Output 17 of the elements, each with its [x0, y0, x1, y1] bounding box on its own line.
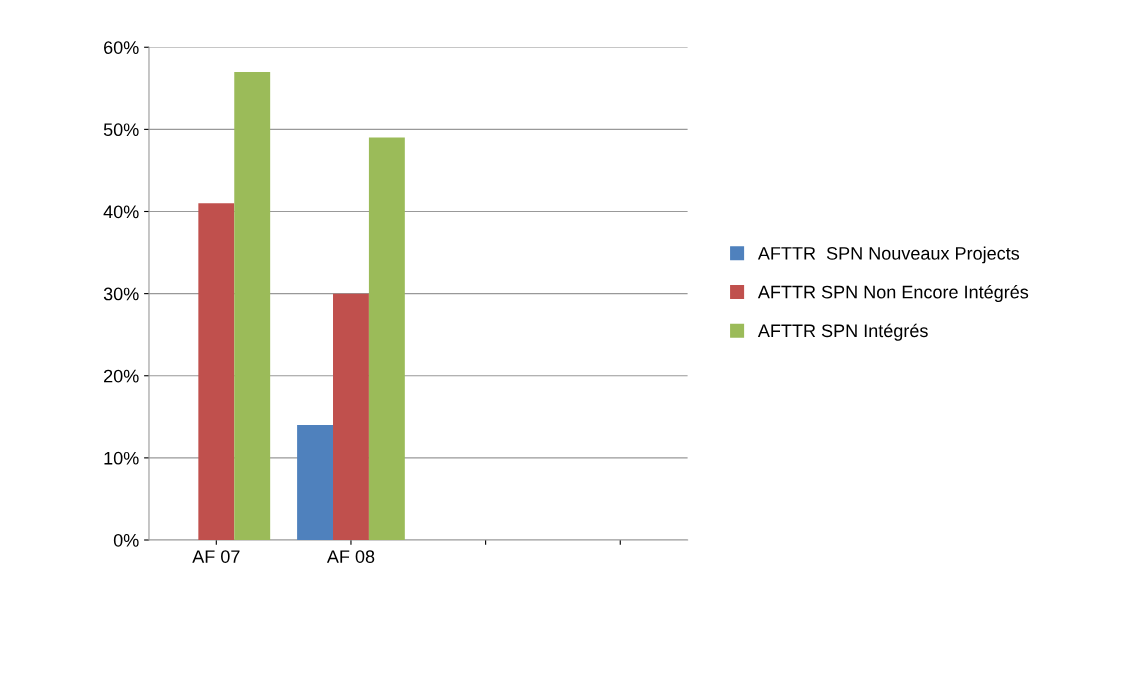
legend-label: AFTTR SPN Nouveaux Projects	[757, 246, 1020, 264]
y-tick-label: 50%	[103, 123, 139, 137]
x-tick-label: AF 08	[326, 550, 375, 563]
y-tick-label: 60%	[104, 41, 139, 54]
y-tick-label: 10%	[104, 451, 139, 465]
bar	[198, 203, 235, 540]
bar	[333, 293, 369, 540]
y-tick-label: 30%	[103, 287, 139, 301]
bar	[297, 425, 334, 540]
legend-label: AFTTR SPN Intégrés	[757, 323, 928, 341]
x-tick-label: AF 07	[192, 550, 240, 563]
legend-label: AFTTR SPN Non Encore Intégrés	[757, 285, 1029, 303]
y-tick-label: 40%	[103, 205, 139, 219]
bar	[368, 137, 405, 540]
y-tick-label: 20%	[104, 369, 139, 383]
bar	[234, 71, 271, 540]
y-tick-label: 0%	[113, 533, 139, 547]
